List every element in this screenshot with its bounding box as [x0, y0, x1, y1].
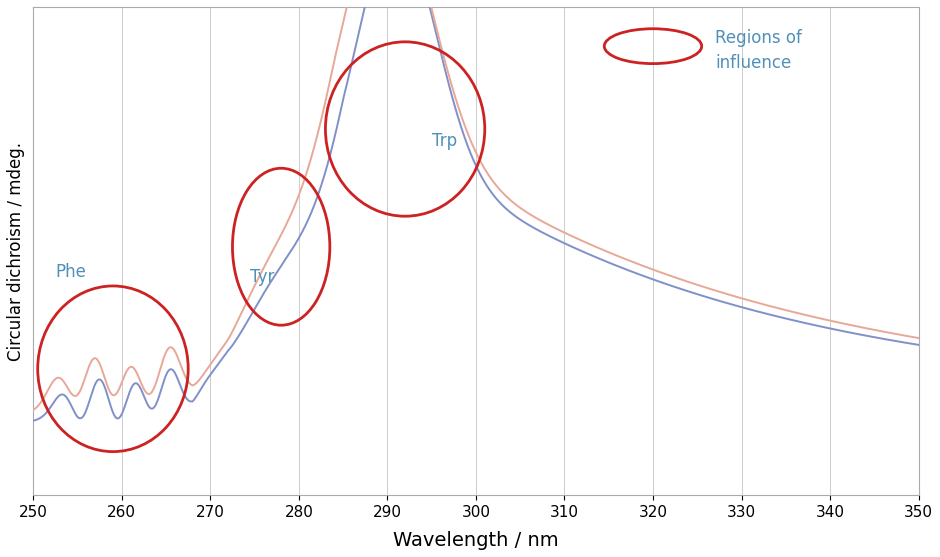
X-axis label: Wavelength / nm: Wavelength / nm — [393, 531, 558, 550]
Y-axis label: Circular dichroism / mdeg.: Circular dichroism / mdeg. — [7, 141, 25, 360]
Text: Phe: Phe — [55, 263, 86, 281]
Text: Trp: Trp — [431, 133, 457, 150]
Text: Regions of
influence: Regions of influence — [715, 29, 802, 72]
Text: Tyr: Tyr — [250, 267, 274, 286]
